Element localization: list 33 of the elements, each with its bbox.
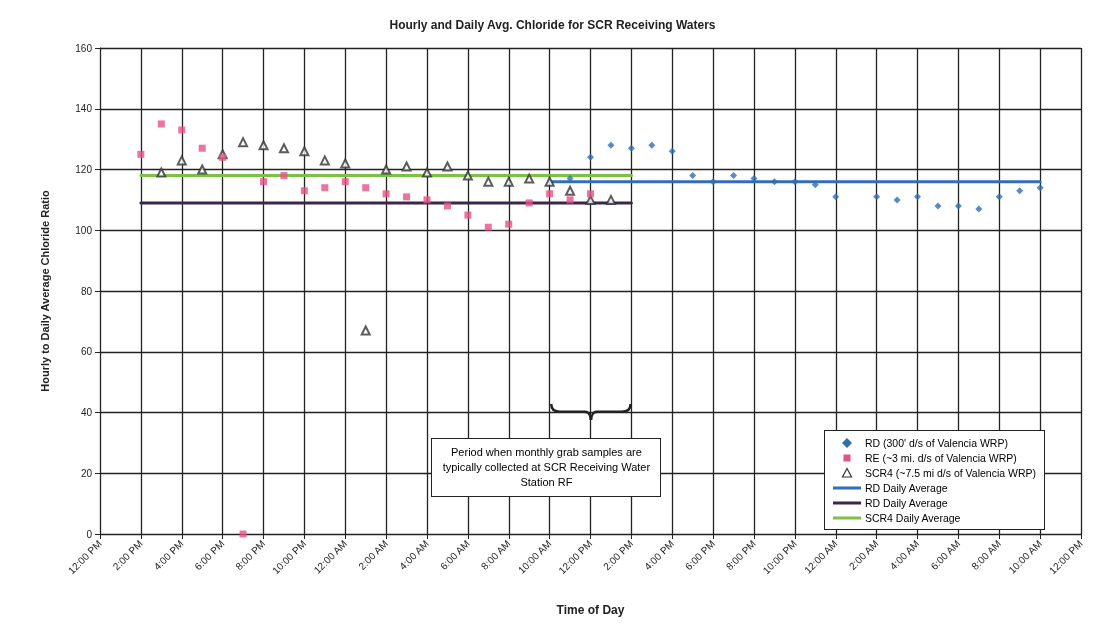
y-tick-label: 20 [80,467,93,479]
x-tick-label: 6:00 AM [438,538,472,572]
x-tick-label: 8:00 PM [723,538,758,573]
x-tick-label: 6:00 PM [682,538,718,573]
y-tick-label: 120 [75,164,93,175]
y-tick-label: 140 [75,103,93,115]
y-tick-label: 80 [80,285,93,297]
y-tick-label: 100 [75,224,93,236]
x-tick-label: 6:00 AM [928,538,963,572]
legend-label: RD Daily Average [864,481,948,494]
x-tick-label: 8:00 PM [233,538,268,573]
x-axis-title: Time of Day [556,603,625,617]
legend-label: SCR4 Daily Average [864,511,961,524]
y-tick-label: 40 [80,407,93,418]
legend-label: RE (~3 mi. d/s of Valencia WRP) [864,451,1017,464]
chart-title: Hourly and Daily Avg. Chloride for SCR Receiving Waters [389,18,716,32]
x-tick-label: 6:00 PM [192,538,227,573]
legend-label: RD Daily Average [864,496,948,509]
y-axis-title: Hourly to Daily Average Chloride Ratio [38,189,51,392]
x-tick-label: 2:00 AM [846,538,881,572]
x-tick-label: 8:00 AM [969,538,1004,572]
x-tick-label: 4:00 AM [397,538,431,572]
x-tick-label: 4:00 PM [151,538,186,573]
x-tick-label: 4:00 AM [887,538,922,572]
x-tick-label: 2:00 AM [356,538,391,572]
legend-label: RD (300' d/s of Valencia WRP) [864,436,1008,449]
legend-label: SCR4 (~7.5 mi d/s of Valencia WRP) [864,466,1036,479]
y-tick-label: 0 [86,528,93,540]
y-tick-label: 60 [80,346,93,358]
x-tick-label: 4:00 PM [642,538,677,573]
annotation: Period when monthly grab samples are typically collected at SCR Receiving Water Station RF [431,438,662,497]
x-tick-label: 8:00 AM [478,538,513,572]
y-tick-label: 160 [75,42,93,54]
